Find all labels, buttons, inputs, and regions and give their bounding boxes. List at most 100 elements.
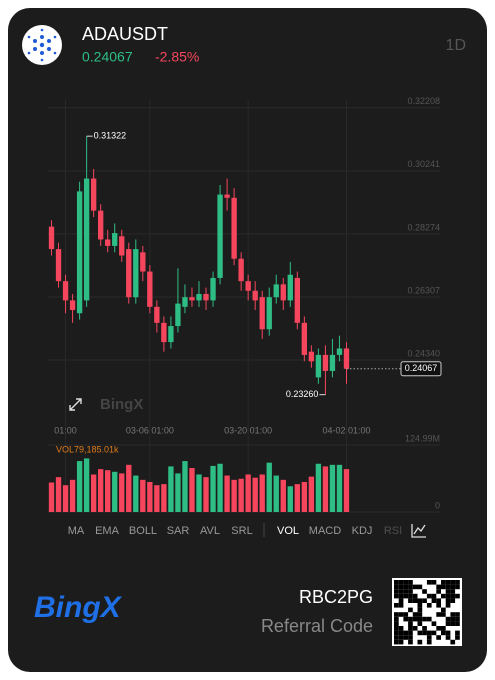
volume-bar — [329, 464, 336, 512]
qr-cell — [394, 616, 399, 622]
candle-body — [287, 274, 293, 301]
indicator-tab[interactable]: SAR — [167, 525, 190, 537]
qr-cell — [436, 598, 441, 603]
qr-cell — [450, 612, 456, 617]
qr-cell — [417, 598, 423, 603]
qr-cell — [431, 621, 437, 626]
qr-cell — [450, 598, 456, 603]
volume-bar — [98, 469, 104, 512]
volume-bar — [266, 462, 272, 512]
qr-cell — [403, 616, 409, 622]
indicator-tab[interactable]: SRL — [231, 525, 252, 537]
coin-icon — [22, 25, 62, 65]
y-tick-label: 0 — [435, 500, 440, 510]
qr-cell — [441, 630, 446, 636]
qr-cell — [408, 635, 413, 640]
y-tick-label: 0.28274 — [407, 222, 440, 232]
qr-cell — [394, 589, 399, 594]
indicator-tab[interactable]: BOLL — [129, 525, 157, 537]
y-tick-label: 0.26307 — [407, 285, 440, 295]
qr-cell — [394, 635, 399, 640]
indicator-tab[interactable]: EMA — [95, 525, 120, 537]
qr-cell — [412, 626, 418, 631]
qr-cell — [417, 603, 423, 608]
qr-cell — [398, 635, 404, 640]
indicator-tab[interactable]: KDJ — [352, 525, 373, 537]
volume-bar — [161, 484, 167, 512]
volume-bar — [224, 475, 230, 512]
qr-cell — [417, 621, 423, 626]
candle-body — [329, 354, 336, 371]
volume-bar — [112, 471, 118, 512]
qr-cell — [394, 630, 399, 636]
qr-cell — [441, 626, 446, 631]
qr-cell — [445, 598, 451, 603]
candle-body — [196, 293, 202, 301]
annotation-label: 0.23260 — [286, 389, 319, 399]
volume-bar — [308, 476, 315, 512]
qr-cell — [394, 603, 399, 608]
qr-cell — [408, 584, 413, 590]
candle-body — [175, 303, 181, 327]
qr-cell — [398, 612, 404, 617]
candle-body — [322, 354, 329, 371]
candle-body — [182, 297, 188, 307]
annotation-label: 0.31322 — [94, 131, 127, 141]
qr-cell — [445, 616, 451, 622]
candle-body — [217, 194, 223, 278]
qr-cell — [445, 589, 451, 594]
qr-cell — [398, 603, 404, 608]
referral-label: Referral Code — [261, 616, 373, 636]
candle-body — [133, 249, 139, 298]
qr-cell — [426, 580, 432, 585]
qr-cell — [403, 635, 409, 640]
candle-body — [343, 348, 350, 369]
qr-cell — [398, 639, 404, 645]
qr-cell — [441, 607, 446, 613]
candle-body — [315, 354, 322, 378]
volume-bar — [294, 484, 300, 512]
symbol: ADAUSDT — [82, 24, 168, 44]
volume-bar — [147, 481, 153, 512]
qr-cell — [436, 635, 441, 640]
indicator-tab[interactable]: MA — [68, 525, 85, 537]
qr-cell — [445, 580, 451, 585]
volume-bar — [83, 458, 90, 512]
qr-cell — [441, 580, 446, 585]
volume-bar — [273, 475, 279, 512]
qr-cell — [412, 616, 418, 622]
volume-bar — [140, 479, 146, 512]
qr-cell — [398, 630, 404, 636]
indicator-tab[interactable]: MACD — [309, 525, 341, 537]
qr-cell — [441, 612, 446, 617]
candle-body — [154, 306, 160, 323]
candle-body — [189, 297, 195, 301]
indicator-tab[interactable]: VOL — [277, 525, 299, 537]
volume-bar — [196, 474, 202, 512]
volume-bar — [119, 473, 125, 512]
volume-bar — [90, 474, 97, 512]
candle-body — [69, 300, 76, 311]
qr-cell — [408, 589, 413, 594]
candle-body — [238, 258, 244, 282]
volume-bar — [217, 463, 223, 512]
qr-cell — [403, 580, 409, 585]
candle-body — [140, 252, 146, 272]
x-tick-label: 01:00 — [54, 425, 77, 435]
qr-cell — [398, 580, 404, 585]
qr-cell — [394, 580, 399, 585]
volume-bar — [189, 468, 195, 512]
qr-cell — [398, 589, 404, 594]
indicator-tab[interactable]: AVL — [200, 525, 220, 537]
qr-cell — [445, 584, 451, 590]
volume-bar — [175, 473, 181, 512]
candle-body — [301, 322, 308, 355]
volume-bar — [245, 474, 251, 512]
qr-cell — [450, 621, 456, 626]
qr-cell — [422, 616, 427, 622]
chart-settings-icon[interactable] — [411, 524, 426, 538]
volume-bar — [259, 474, 265, 512]
volume-bar — [69, 479, 76, 512]
qr-cell — [450, 589, 456, 594]
